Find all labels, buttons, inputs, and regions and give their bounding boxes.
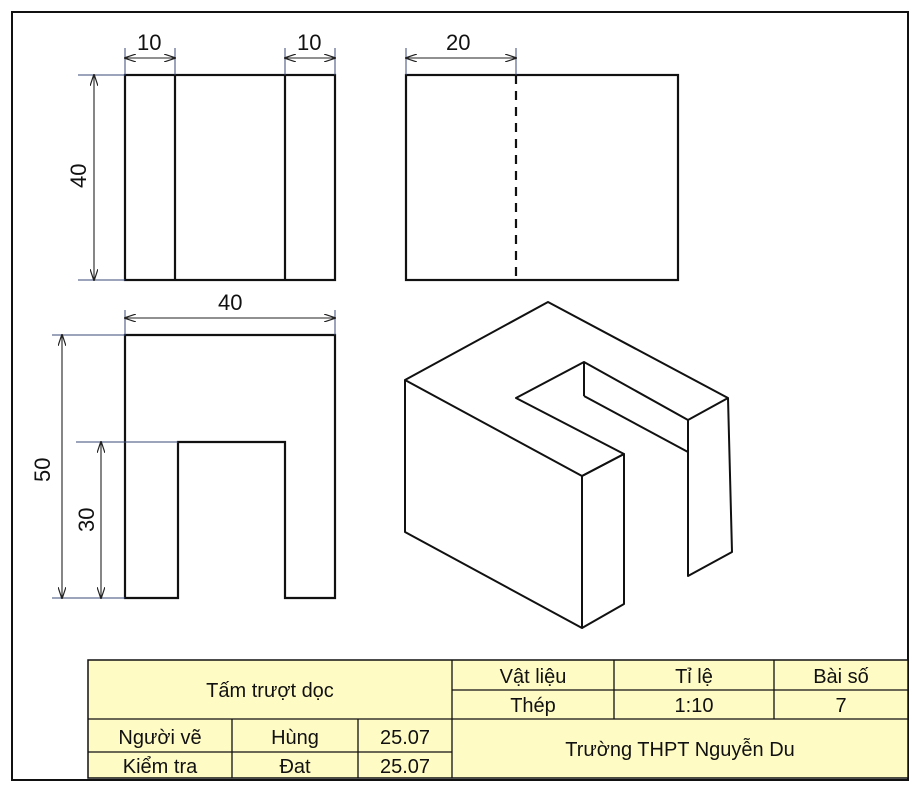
top-view-outline [123, 333, 337, 600]
scale-value: 1:10 [675, 695, 714, 717]
checked-by-label: Kiểm tra [123, 756, 198, 778]
iso-right-arm-front [687, 397, 733, 577]
dim-front-right-width: 10 [297, 30, 321, 55]
front-view-outline [123, 73, 337, 282]
drawn-by-date: 25.07 [380, 727, 430, 749]
title-block: Tấm trượt dọc Vật liệu Tỉ lệ Bài số Thép… [87, 659, 909, 779]
checked-by-date: 25.07 [380, 756, 430, 778]
front-view [123, 73, 337, 282]
dim-front-height: 40 [66, 164, 91, 188]
dim-slot-depth: 30 [74, 508, 99, 532]
sheet-value: 7 [835, 695, 846, 717]
iso-slot-back [583, 395, 689, 453]
side-view-outline [404, 73, 680, 282]
dim-front-left-width: 10 [137, 30, 161, 55]
sheet-label: Bài số [813, 666, 869, 688]
front-view-dimensions [78, 48, 336, 281]
drawn-by-label: Người vẽ [118, 727, 201, 749]
material-label: Vật liệu [500, 666, 567, 688]
dim-top-depth: 50 [30, 458, 55, 482]
drawn-by-name: Hùng [271, 727, 319, 749]
material-value: Thép [510, 695, 556, 717]
iso-top-face [404, 301, 729, 477]
checked-by-name: Đat [279, 756, 311, 778]
iso-left-arm-side [581, 453, 625, 629]
iso-left-face [404, 380, 583, 629]
scale-label: Tỉ lệ [675, 666, 713, 688]
school-name: Trường THPT Nguyễn Du [565, 738, 795, 761]
part-name: Tấm trượt dọc [206, 680, 334, 702]
dim-side-offset: 20 [446, 30, 470, 55]
sheet-border [11, 11, 909, 781]
dim-top-width: 40 [218, 290, 242, 315]
side-view [404, 73, 680, 282]
isometric-view [404, 301, 733, 629]
